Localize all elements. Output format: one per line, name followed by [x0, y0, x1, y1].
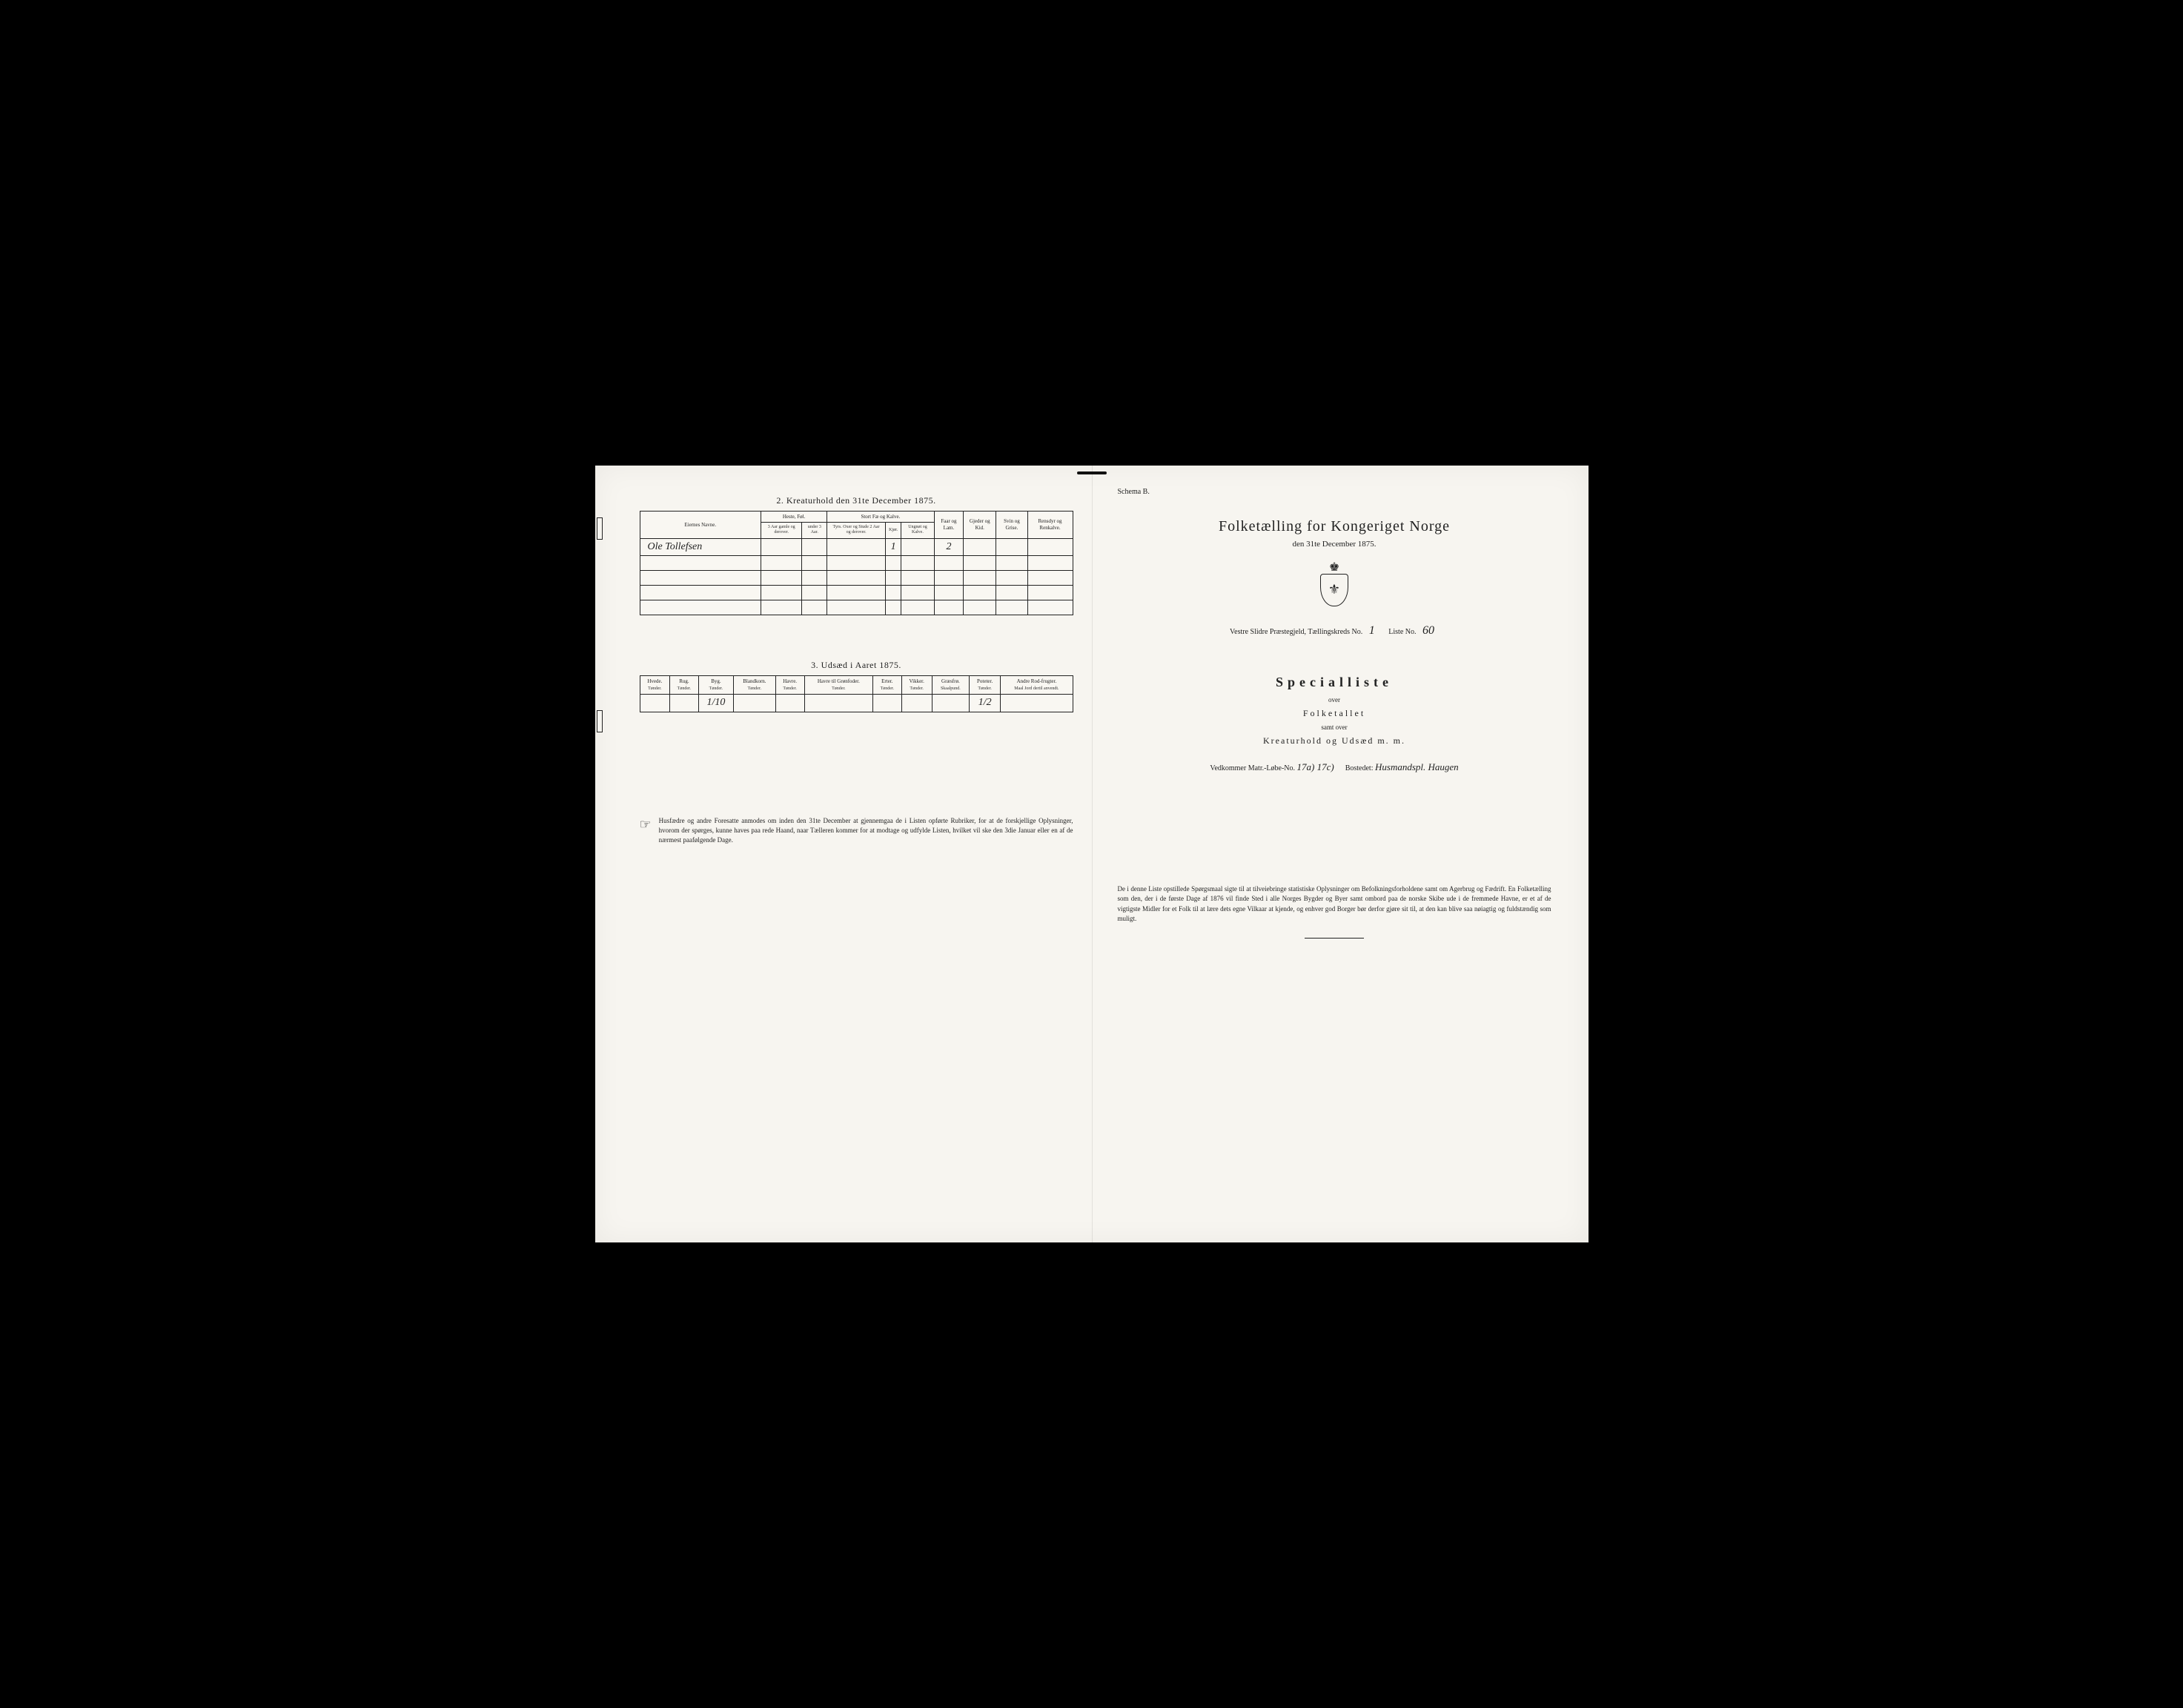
col-blandkorn: Blandkorn.Tønder. — [734, 676, 775, 695]
closing-rule — [1305, 938, 1364, 939]
note-text: Husfædre og andre Foresatte anmodes om i… — [659, 816, 1073, 845]
liste-no: 60 — [1418, 624, 1439, 637]
col-goat: Gjeder og Kid. — [964, 511, 996, 538]
table-row — [640, 600, 1073, 615]
section-3-title: 3. Udsæd i Aaret 1875. — [640, 660, 1073, 671]
liste-label: Liste No. — [1388, 628, 1416, 636]
col-h1: 3 Aar gamle og derover. — [761, 523, 802, 538]
table-row: Ole Tollefsen 1 2 — [640, 538, 1073, 556]
table-row — [640, 571, 1073, 586]
col-rodfrugter: Andre Rod-frugter.Maal Jord dertil anven… — [1001, 676, 1073, 695]
col-h2: under 3 Aar. — [802, 523, 827, 538]
col-erter: Erter.Tønder. — [873, 676, 902, 695]
table-row — [640, 586, 1073, 600]
col-havre: Havre.Tønder. — [775, 676, 804, 695]
col-owner: Eiernes Navne. — [640, 511, 761, 538]
col-vikker: Vikker.Tønder. — [901, 676, 932, 695]
matr-no: 17a) 17c) — [1297, 761, 1334, 772]
bosted-label: Bostedet: — [1345, 764, 1374, 772]
bosted-value: Husmandspl. Haugen — [1375, 761, 1459, 772]
folketallet-label: Folketallet — [1118, 708, 1551, 719]
cell-poteter: 1/2 — [969, 694, 1000, 712]
document-paper: 2. Kreaturhold den 31te December 1875. E… — [595, 466, 1589, 1242]
specialliste-title: Specialliste — [1118, 675, 1551, 690]
shield-icon: ⚜ — [1320, 574, 1348, 606]
scan-frame: 2. Kreaturhold den 31te December 1875. E… — [573, 443, 1611, 1265]
udsaed-table: Hvede.Tønder. Rug.Tønder. Byg.Tønder. Bl… — [640, 675, 1073, 712]
col-graesfro: Græsfrø.Skaalpund. — [932, 676, 969, 695]
col-poteter: Poteter.Tønder. — [969, 676, 1000, 695]
col-rug: Rug.Tønder. — [670, 676, 699, 695]
table-header-row: Hvede.Tønder. Rug.Tønder. Byg.Tønder. Bl… — [640, 676, 1073, 695]
col-group-cattle: Stort Fæ og Kalve. — [827, 511, 934, 522]
owner-cell: Ole Tollefsen — [640, 538, 761, 556]
cell-kjor: 1 — [886, 538, 901, 556]
date-line: den 31te December 1875. — [1118, 540, 1551, 549]
col-group-horse: Heste, Føl. — [761, 511, 827, 522]
col-c1: Tyrs. Oxer og Stude 2 Aar og derover. — [827, 523, 886, 538]
footer-note: ☞ Husfædre og andre Foresatte anmodes om… — [640, 816, 1073, 845]
coat-of-arms-icon: ♚ ⚜ — [1317, 562, 1351, 606]
col-c2: Kjør. — [886, 523, 901, 538]
left-page: 2. Kreaturhold den 31te December 1875. E… — [595, 466, 1096, 1242]
table-row: 1/10 1/2 — [640, 694, 1073, 712]
col-byg: Byg.Tønder. — [698, 676, 733, 695]
page-fold — [1092, 466, 1093, 1242]
matr-line: Vedkommer Matr.-Løbe-No. 17a) 17c) Boste… — [1118, 761, 1551, 773]
parish-prefix: Vestre Slidre Præstegjeld, Tællingskreds… — [1230, 628, 1362, 636]
matr-prefix: Vedkommer Matr.-Løbe-No. — [1210, 764, 1295, 772]
schema-label: Schema B. — [1118, 488, 1551, 496]
body-paragraph: De i denne Liste opstillede Spørgsmaal s… — [1118, 884, 1551, 924]
col-sheep: Faar og Lam. — [934, 511, 964, 538]
col-gronfoder: Havre til Grønfoder.Tønder. — [804, 676, 872, 695]
col-pig: Svin og Grise. — [996, 511, 1027, 538]
right-page: Schema B. Folketælling for Kongeriget No… — [1096, 466, 1589, 1242]
col-hvede: Hvede.Tønder. — [640, 676, 670, 695]
cell-byg: 1/10 — [698, 694, 733, 712]
over-label: over — [1118, 696, 1551, 704]
col-c3: Ungnøt og Kalve. — [901, 523, 934, 538]
kreatur-label: Kreaturhold og Udsæd m. m. — [1118, 735, 1551, 747]
kreds-no: 1 — [1365, 624, 1379, 637]
table-row — [640, 556, 1073, 571]
crown-icon: ♚ — [1329, 562, 1339, 574]
kreaturhold-table: Eiernes Navne. Heste, Føl. Stort Fæ og K… — [640, 511, 1073, 616]
col-rein: Rensdyr og Renkalve. — [1027, 511, 1073, 538]
cell-sheep: 2 — [934, 538, 964, 556]
section-2-title: 2. Kreaturhold den 31te December 1875. — [640, 495, 1073, 506]
samtover-label: samt over — [1118, 724, 1551, 731]
main-title: Folketælling for Kongeriget Norge — [1118, 518, 1551, 535]
pointing-hand-icon: ☞ — [640, 815, 652, 845]
parish-line: Vestre Slidre Præstegjeld, Tællingskreds… — [1118, 624, 1551, 638]
